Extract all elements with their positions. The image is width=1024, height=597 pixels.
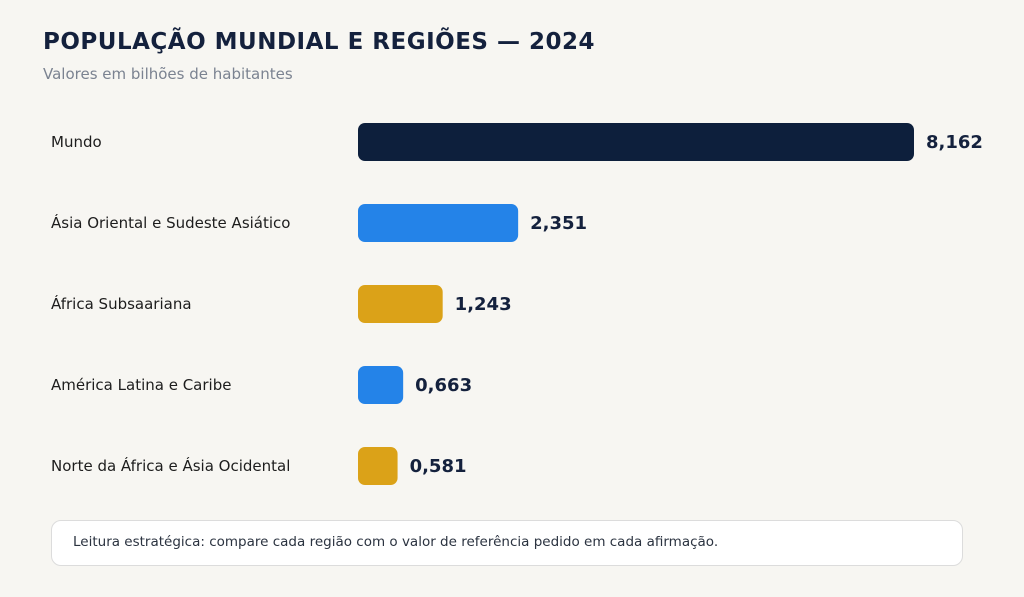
category-label: Ásia Oriental e Sudeste Asiático bbox=[51, 213, 290, 232]
bar-chart: Mundo 8,162 Ásia Oriental e Sudeste Asiáti… bbox=[51, 123, 983, 485]
chart-title: POPULAÇÃO MUNDIAL E REGIÕES — 2024 bbox=[43, 29, 595, 55]
value-label: 8,162 bbox=[926, 132, 983, 153]
chart-subtitle: Valores em bilhões de habitantes bbox=[43, 65, 293, 83]
value-label: 0,581 bbox=[410, 456, 467, 477]
category-label: Norte da África e Ásia Ocidental bbox=[51, 456, 290, 475]
category-label: África Subsaariana bbox=[51, 294, 192, 313]
bar bbox=[358, 447, 398, 485]
category-label: Mundo bbox=[51, 133, 102, 151]
bar bbox=[358, 204, 519, 242]
value-label: 1,243 bbox=[455, 294, 512, 315]
value-label: 0,663 bbox=[415, 375, 472, 396]
bar bbox=[358, 123, 914, 161]
bar bbox=[358, 366, 404, 404]
strategic-reading-note: Leitura estratégica: compare cada região… bbox=[51, 520, 963, 566]
bar bbox=[358, 285, 443, 323]
value-label: 2,351 bbox=[530, 213, 587, 234]
category-label: América Latina e Caribe bbox=[51, 376, 231, 394]
